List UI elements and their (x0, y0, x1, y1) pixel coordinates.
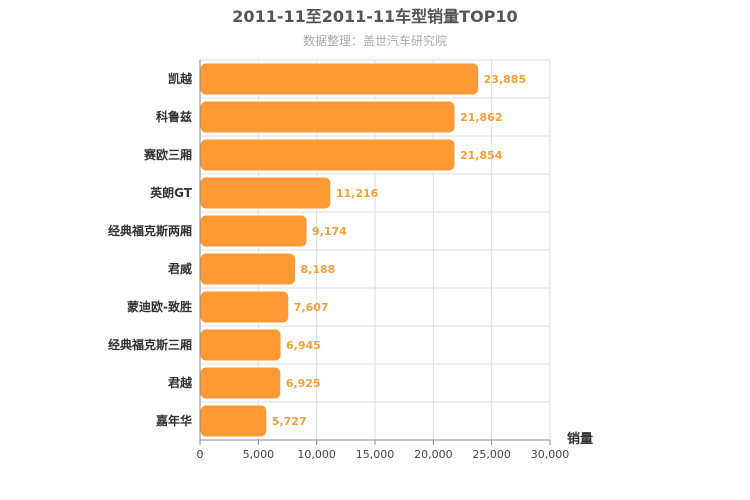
x-tick-label: 25,000 (472, 448, 511, 461)
data-label: 7,607 (294, 301, 329, 314)
category-label: 嘉年华 (155, 413, 192, 428)
bar (199, 366, 282, 400)
data-label: 23,885 (484, 73, 526, 86)
bar (199, 404, 268, 438)
data-label: 6,925 (286, 377, 321, 390)
data-label: 9,174 (312, 225, 347, 238)
category-label: 科鲁兹 (156, 109, 192, 124)
x-axis-title: 销量 (567, 431, 593, 447)
x-tick-label: 5,000 (243, 448, 275, 461)
x-axis-ticks: 0 5,000 10,000 15,000 20,000 25,000 30,000 (197, 440, 570, 461)
chart-subtitle: 数据整理：盖世汽车研究院 (303, 33, 447, 48)
bar (199, 62, 480, 96)
bar (199, 290, 290, 324)
category-label: 蒙迪欧-致胜 (127, 299, 192, 314)
bars (199, 62, 480, 438)
x-tick-label: 30,000 (531, 448, 570, 461)
data-label: 11,216 (336, 187, 379, 200)
bar (199, 252, 297, 286)
category-label: 赛欧三厢 (143, 147, 192, 162)
data-label: 6,945 (286, 339, 321, 352)
data-labels: 23,885 21,862 21,854 11,216 9,174 8,188 7,607 6… (272, 73, 526, 428)
category-label: 君越 (167, 375, 193, 390)
x-tick-label: 10,000 (297, 448, 336, 461)
x-tick-label: 0 (197, 448, 204, 461)
data-label: 5,727 (272, 415, 307, 428)
category-label: 英朗GT (150, 185, 193, 200)
bar (199, 214, 308, 248)
category-label: 经典福克斯三厢 (108, 337, 192, 352)
category-label: 君威 (167, 261, 192, 276)
category-label: 凯越 (168, 71, 193, 86)
bar (199, 100, 456, 134)
data-label: 8,188 (301, 263, 336, 276)
x-tick-label: 20,000 (414, 448, 453, 461)
bar (199, 176, 332, 210)
bar (199, 328, 282, 362)
data-label: 21,854 (460, 149, 503, 162)
data-label: 21,862 (460, 111, 502, 124)
category-label: 经典福克斯两厢 (108, 223, 192, 238)
x-tick-label: 15,000 (356, 448, 395, 461)
bar (199, 138, 456, 172)
chart-title: 2011-11至2011-11车型销量TOP10 (232, 7, 517, 26)
